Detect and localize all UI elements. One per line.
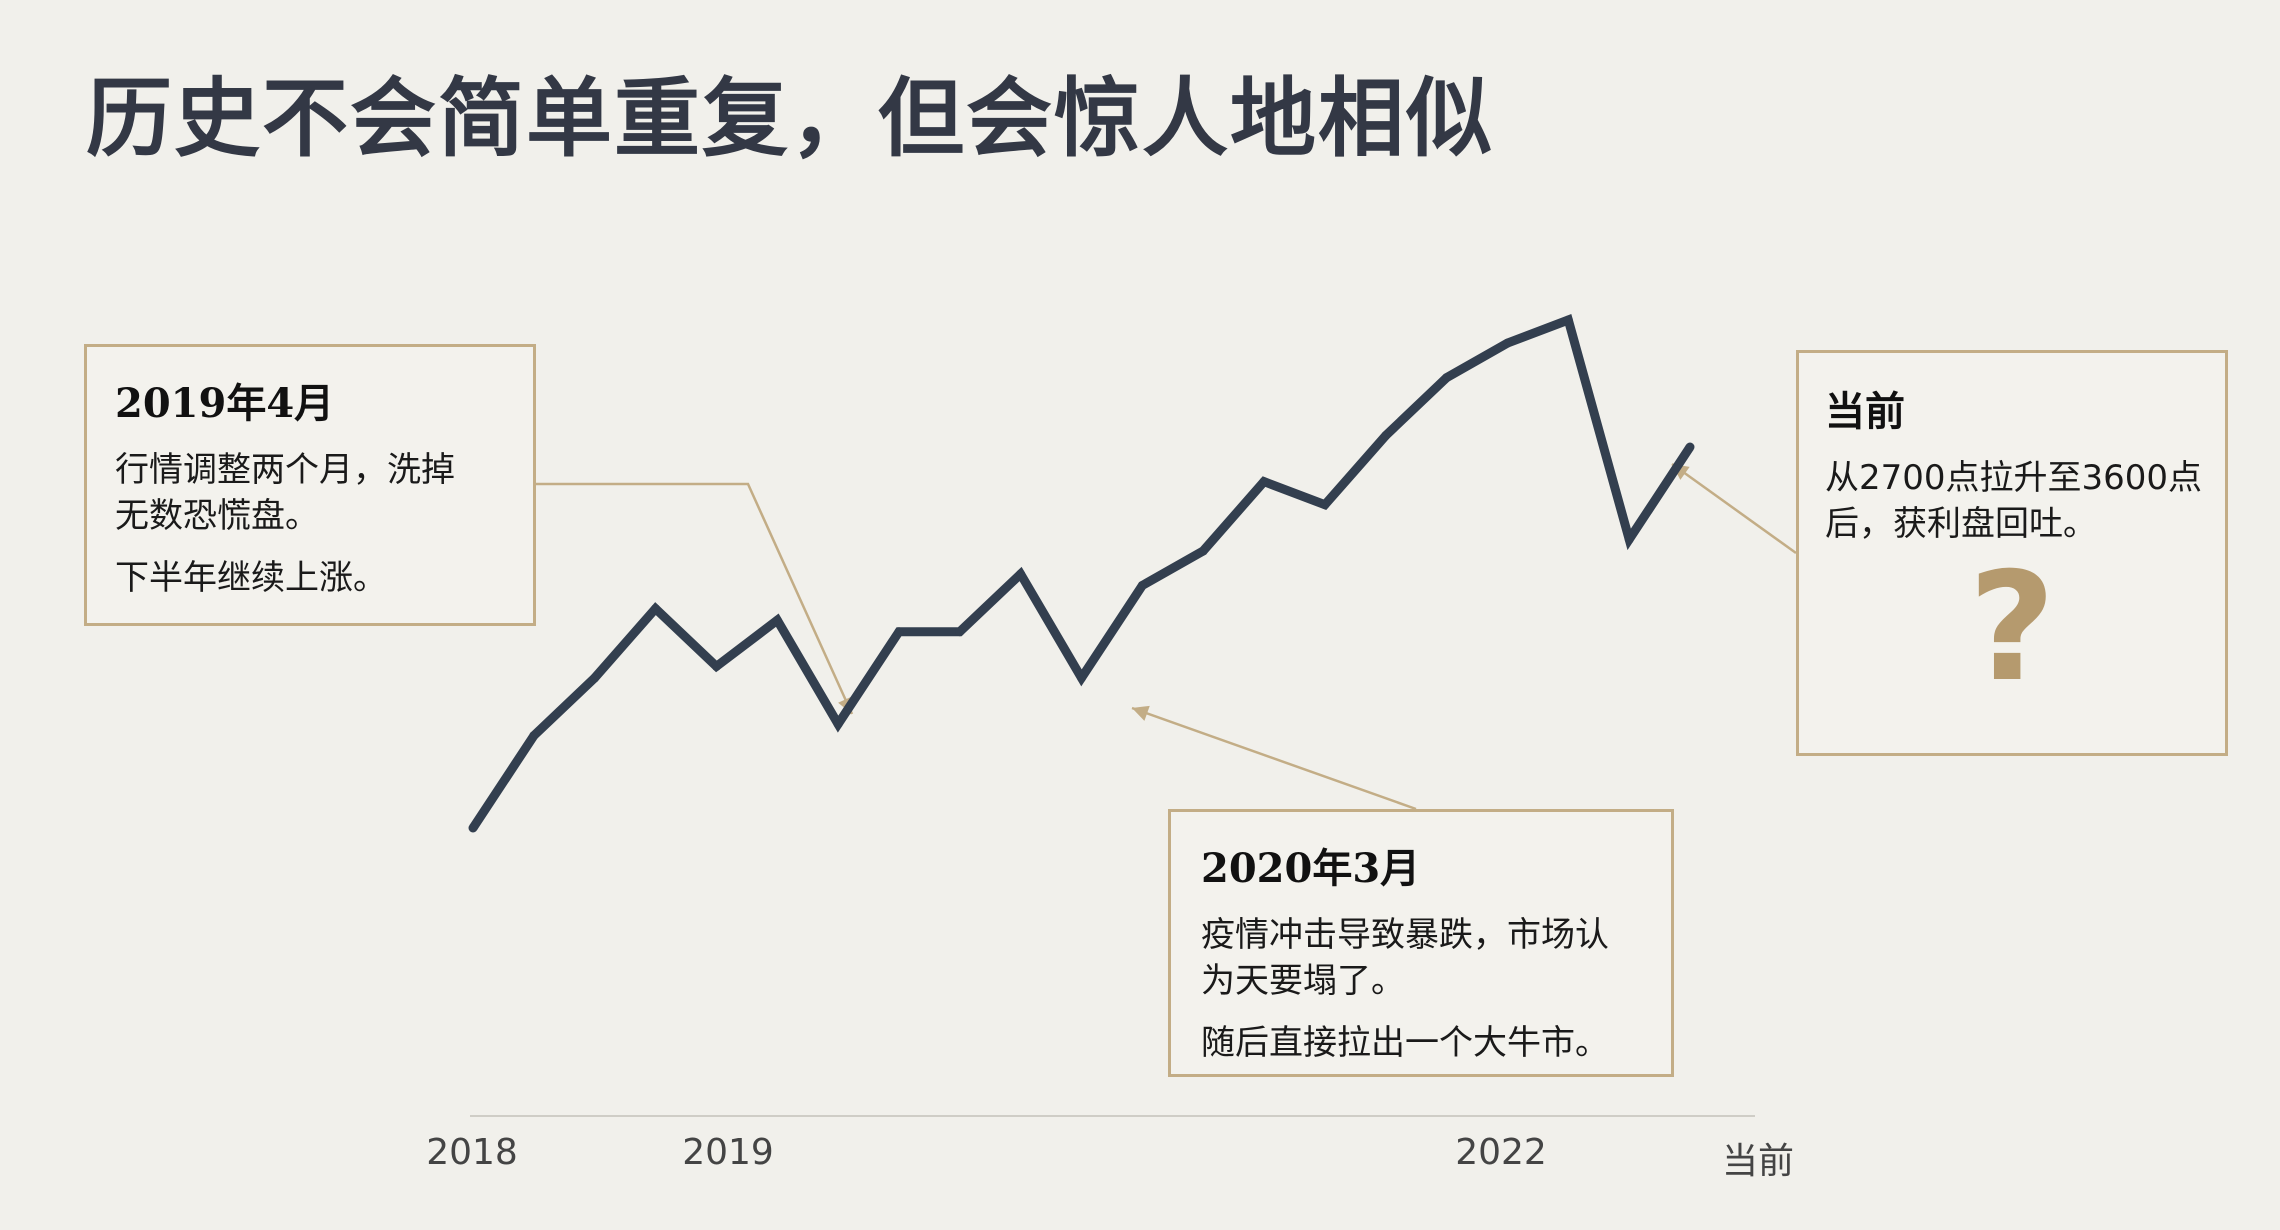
data-point	[468, 823, 478, 833]
callout-march-2020: 2020年3月 疫情冲击导致暴跌，市场认 为天要塌了。 随后直接拉出一个大牛市。	[1168, 809, 1674, 1077]
series-layer	[468, 314, 1695, 833]
callout-text-line: 后，获利盘回吐。	[1825, 504, 2097, 544]
x-tick-label: 2022	[1455, 1132, 1547, 1173]
page-title: 历史不会简单重复，但会惊人地相似	[86, 68, 1494, 169]
data-point	[590, 673, 600, 683]
data-point	[651, 604, 660, 614]
data-point	[1198, 546, 1208, 556]
data-point	[711, 661, 721, 671]
data-point	[894, 627, 904, 637]
question-mark-icon: ?	[1968, 541, 2056, 715]
data-point	[833, 719, 843, 729]
callout-leader-line	[536, 482, 854, 715]
data-point	[1563, 315, 1573, 325]
callout-leader-line	[1131, 706, 1417, 811]
data-point	[772, 615, 782, 625]
callout-note: 随后直接拉出一个大牛市。	[1201, 1023, 1609, 1063]
x-tick-label: 当前	[1721, 1141, 1795, 1182]
data-point	[1259, 477, 1269, 487]
data-point	[1320, 500, 1330, 510]
x-tick-label: 2018	[426, 1132, 518, 1173]
callout-current: 当前 从2700点拉升至3600点 后，获利盘回吐。 ?	[1796, 350, 2228, 756]
data-point	[1137, 581, 1147, 590]
callout-text-line: 行情调整两个月，洗掉	[115, 450, 455, 490]
data-point	[1077, 673, 1086, 683]
data-point	[1685, 442, 1695, 452]
callout-leader-line	[1671, 462, 1797, 555]
callout-text-line: 为天要塌了。	[1201, 961, 1405, 1001]
callout-text-line: 从2700点拉升至3600点	[1825, 458, 2203, 498]
data-point	[1503, 338, 1512, 348]
callout-title: 当前	[1825, 388, 1905, 435]
callout-note: 下半年继续上涨。	[115, 558, 387, 598]
data-point	[1016, 569, 1026, 579]
data-point	[529, 731, 539, 741]
data-point	[955, 627, 965, 637]
x-tick-label: 2019	[682, 1132, 774, 1173]
data-point	[1624, 534, 1634, 544]
arrowhead-icon	[1132, 705, 1150, 721]
callout-title: 2020年3月	[1201, 845, 1421, 892]
series-line	[469, 314, 1694, 831]
callout-title: 2019年4月	[115, 380, 335, 427]
callout-text-line: 无数恐慌盘。	[115, 496, 319, 536]
data-point	[1442, 373, 1452, 383]
callout-text-line: 疫情冲击导致暴跌，市场认	[1201, 915, 1609, 955]
callout-leaders	[536, 462, 1797, 811]
data-point	[1381, 431, 1391, 440]
callout-april-2019: 2019年4月 行情调整两个月，洗掉 无数恐慌盘。 下半年继续上涨。	[84, 344, 536, 626]
